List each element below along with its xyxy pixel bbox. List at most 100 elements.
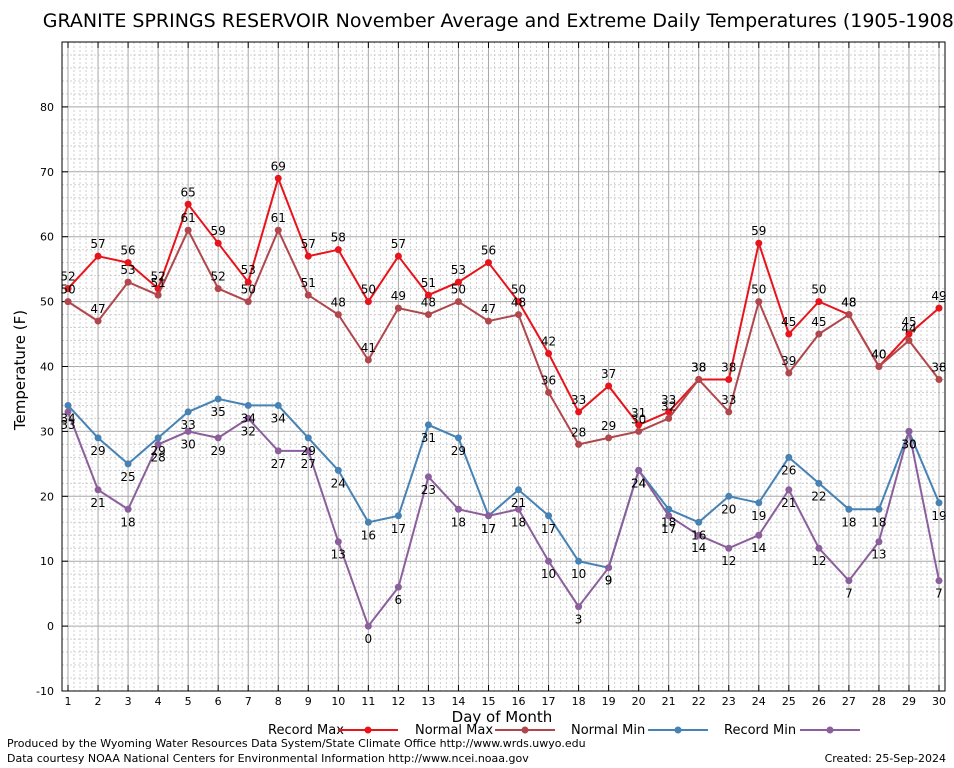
data-label: 34 [241, 411, 256, 425]
legend-swatch-marker [826, 726, 834, 734]
x-tick-label: 17 [542, 695, 556, 708]
labels-record-max: 52 57 56 52 65 59 53 69 57 58 50 57 51 53 56 50 42 33 37 31… [60, 159, 946, 420]
data-point [334, 311, 342, 319]
data-point [605, 382, 613, 390]
data-label: 50 [361, 283, 376, 297]
x-tick-label: 24 [752, 695, 766, 708]
data-point [424, 421, 432, 429]
data-point [64, 408, 72, 416]
data-point [274, 174, 282, 182]
data-point [935, 577, 943, 585]
data-point [424, 311, 432, 319]
legend-item: Record Max [268, 723, 398, 738]
data-label: 25 [120, 470, 135, 484]
data-point [94, 252, 102, 260]
y-tick-label: 10 [40, 555, 54, 568]
legend-label: Normal Max [415, 723, 493, 738]
x-tick-label: 4 [155, 695, 162, 708]
data-point [304, 291, 312, 299]
data-label: 13 [331, 548, 346, 562]
data-point [364, 622, 372, 630]
x-tick-label: 14 [451, 695, 465, 708]
data-label: 17 [541, 522, 556, 536]
data-label: 45 [781, 315, 796, 329]
x-tick-label: 15 [481, 695, 495, 708]
data-point [575, 408, 583, 416]
data-point [454, 505, 462, 513]
data-point [515, 298, 523, 306]
data-label: 52 [211, 270, 226, 284]
data-point [905, 330, 913, 338]
footer-created: Created: 25-Sep-2024 [824, 752, 946, 765]
data-label: 33 [721, 393, 736, 407]
data-point [545, 557, 553, 565]
y-tick-label: 80 [40, 101, 54, 114]
data-label: 48 [841, 296, 856, 310]
data-point [184, 200, 192, 208]
data-point [94, 434, 102, 442]
data-point [695, 531, 703, 539]
data-label: 30 [181, 437, 196, 451]
data-point [364, 356, 372, 364]
data-point [154, 440, 162, 448]
data-point [64, 285, 72, 293]
data-point [845, 577, 853, 585]
data-label: 12 [811, 554, 826, 568]
chart-title: GRANITE SPRINGS RESERVOIR November Avera… [43, 10, 954, 32]
data-label: 39 [781, 354, 796, 368]
data-label: 18 [511, 515, 526, 529]
data-label: 50 [451, 283, 466, 297]
x-tick-label: 9 [305, 695, 312, 708]
data-label: 57 [301, 237, 316, 251]
data-label: 44 [901, 322, 916, 336]
data-label: 29 [211, 444, 226, 458]
legend-label: Record Min [724, 723, 796, 738]
data-point [244, 298, 252, 306]
data-label: 7 [845, 587, 853, 601]
data-label: 27 [301, 457, 316, 471]
data-point [815, 544, 823, 552]
x-tick-label: 26 [812, 695, 826, 708]
data-label: 24 [631, 476, 646, 490]
data-point [575, 440, 583, 448]
data-label: 33 [661, 393, 676, 407]
labels-normal-min: 34 29 25 29 33 35 34 34 29 24 16 17 31 29 17 21 17 10 9 24 1… [60, 405, 946, 588]
data-point [635, 466, 643, 474]
data-label: 6 [395, 593, 403, 607]
data-point [334, 246, 342, 254]
data-label: 21 [511, 496, 526, 510]
data-point [484, 512, 492, 520]
data-point [304, 252, 312, 260]
data-label: 69 [271, 159, 286, 173]
footer-data-courtesy: Data courtesy NOAA National Centers for … [7, 752, 529, 765]
data-point [124, 278, 132, 286]
x-tick-label: 27 [842, 695, 856, 708]
data-point [304, 434, 312, 442]
data-label: 17 [481, 522, 496, 536]
data-point [394, 512, 402, 520]
data-label: 47 [481, 302, 496, 316]
data-label: 27 [271, 457, 286, 471]
data-label: 51 [301, 276, 316, 290]
data-point [815, 298, 823, 306]
x-tick-label: 10 [331, 695, 345, 708]
data-point [184, 427, 192, 435]
data-point [665, 512, 673, 520]
data-point [274, 401, 282, 409]
x-axis-label: Day of Month [452, 708, 553, 726]
data-point [184, 226, 192, 234]
data-label: 48 [511, 296, 526, 310]
data-label: 45 [811, 315, 826, 329]
data-point [154, 434, 162, 442]
data-label: 50 [241, 283, 256, 297]
data-point [725, 408, 733, 416]
data-label: 18 [120, 515, 135, 529]
data-point [605, 434, 613, 442]
data-label: 17 [391, 522, 406, 536]
data-label: 19 [931, 509, 946, 523]
x-tick-label: 18 [572, 695, 586, 708]
data-point [755, 239, 763, 247]
data-point [454, 298, 462, 306]
